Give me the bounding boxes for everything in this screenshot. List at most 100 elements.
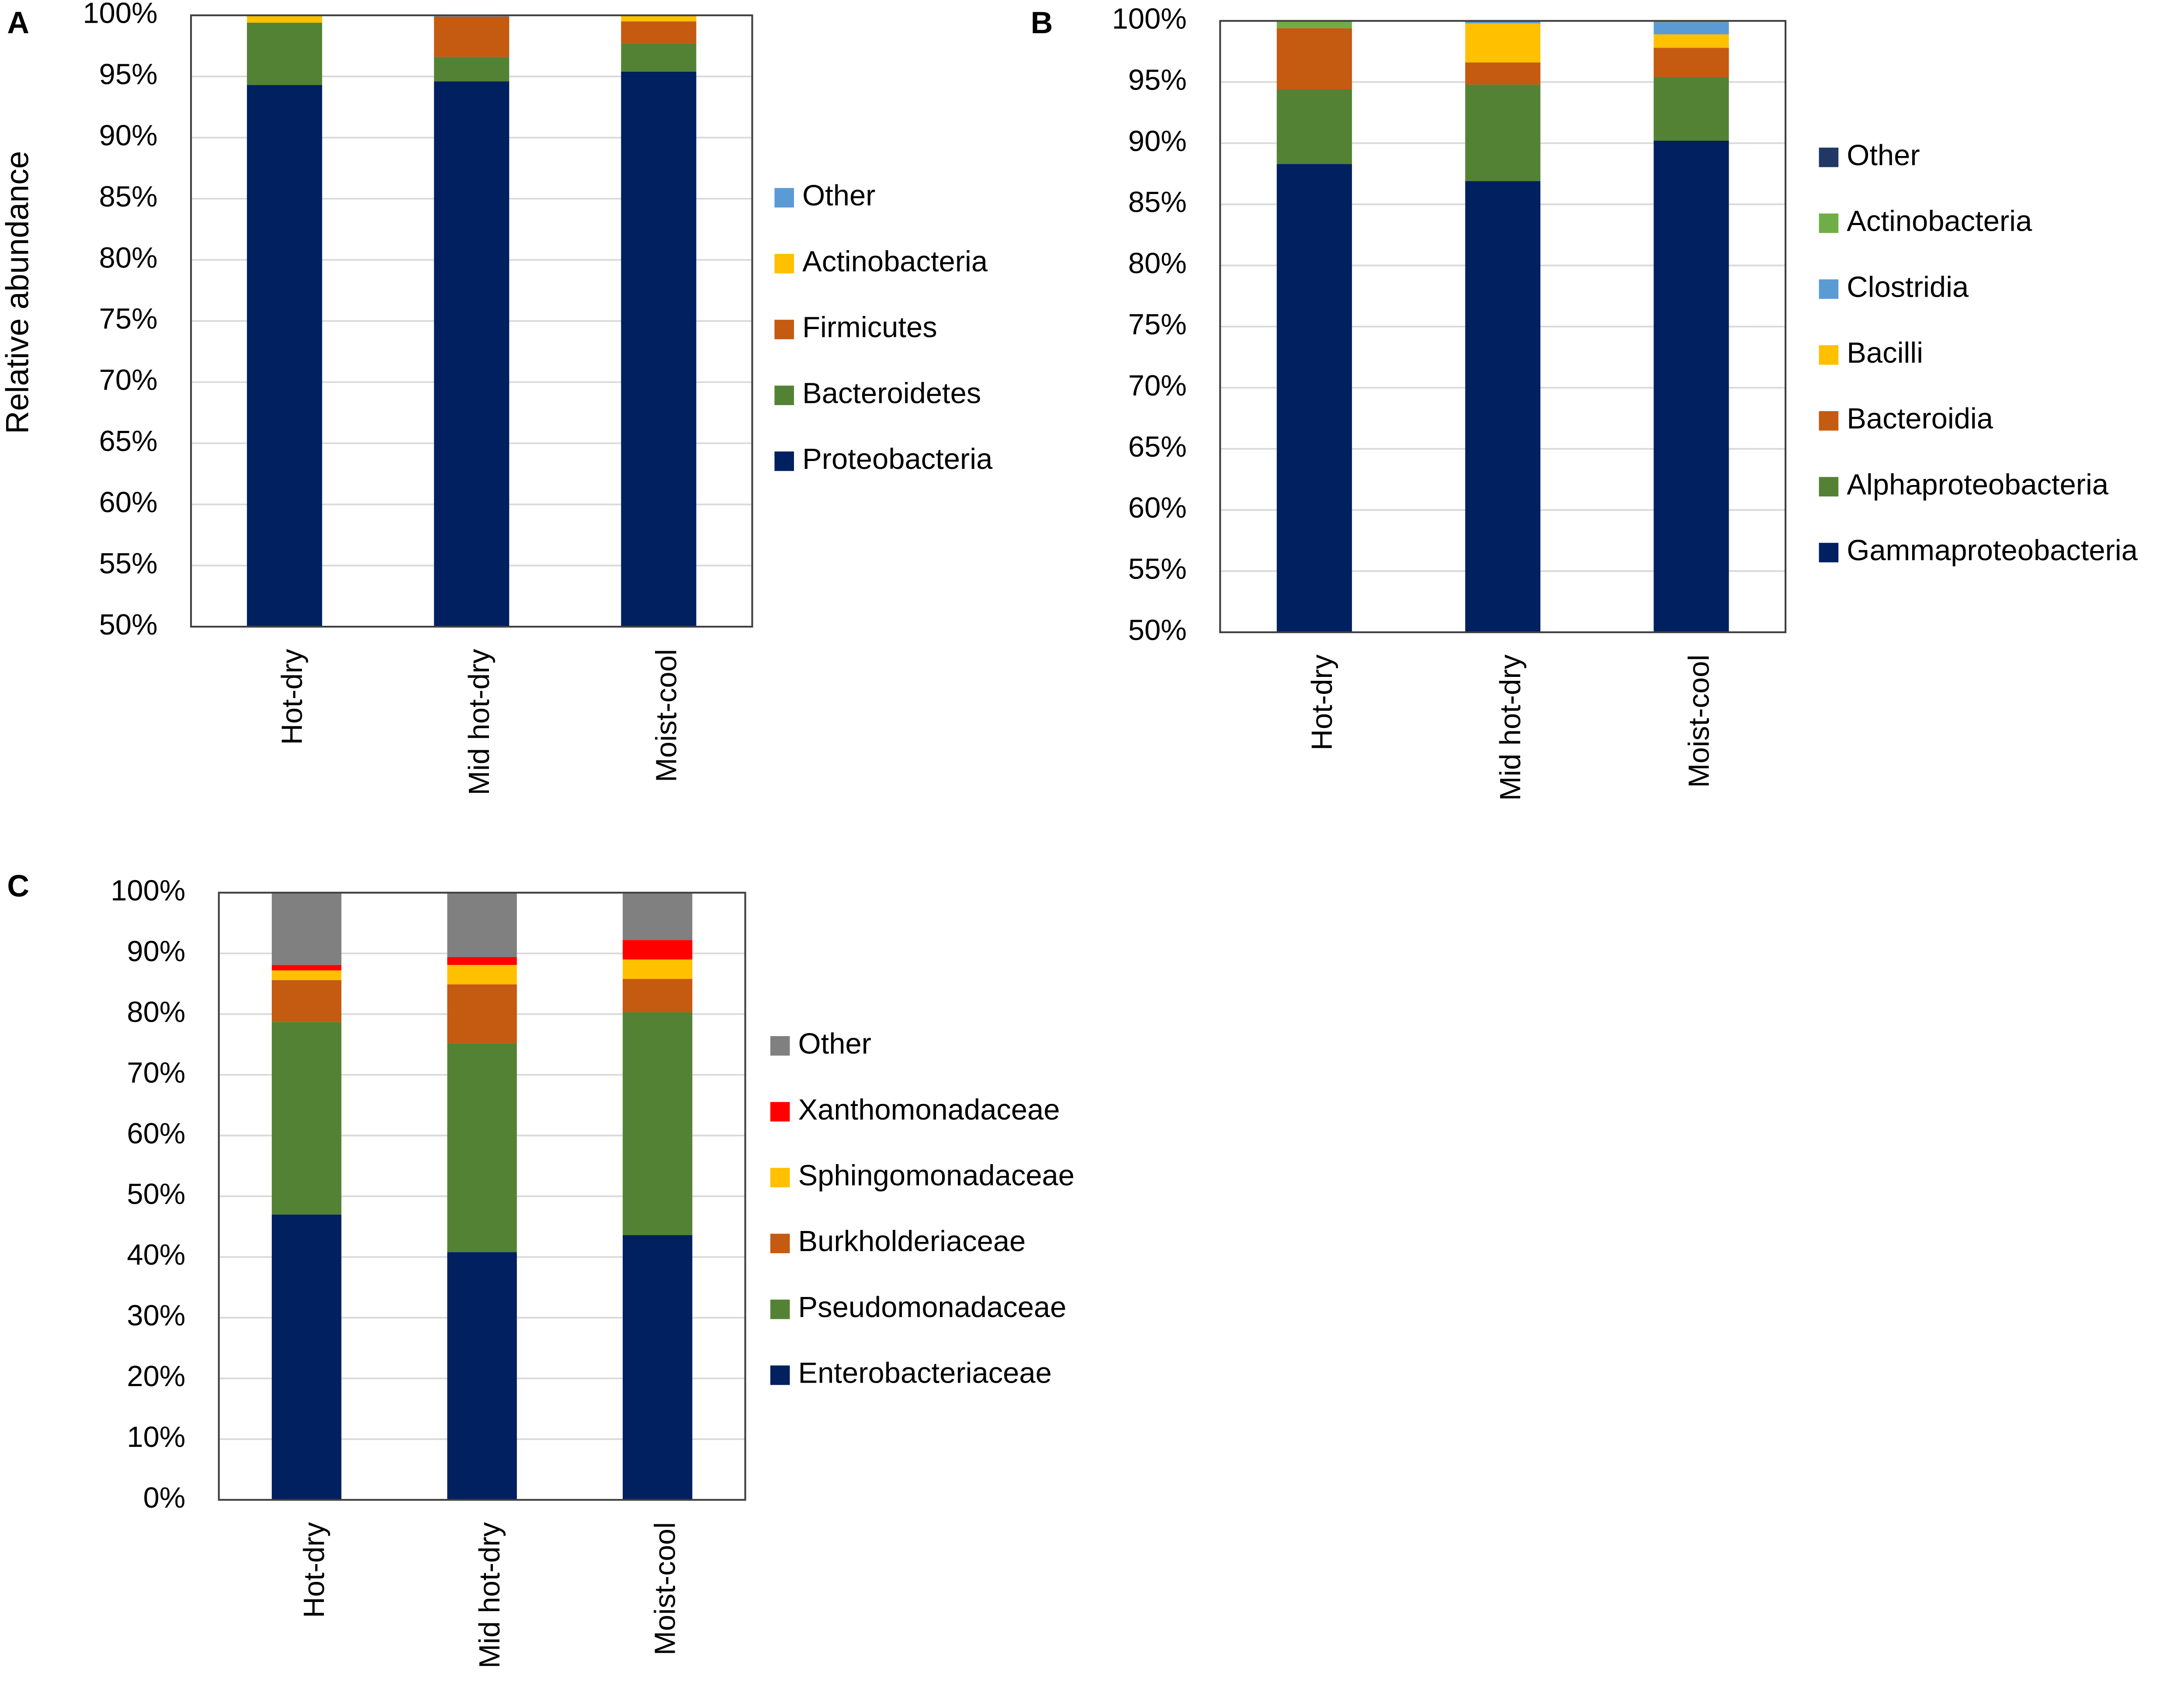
bar-segment: [434, 57, 510, 82]
bar-segment: [1276, 89, 1352, 164]
y-tick-label: 55%: [99, 547, 158, 580]
bar-segment: [621, 71, 697, 627]
y-tick-label: 100%: [111, 874, 185, 907]
bar-segment: [1276, 21, 1352, 28]
legend-label: Enterobacteriaceae: [798, 1357, 1052, 1390]
bar-segment: [621, 15, 697, 22]
y-tick-label: 60%: [127, 1117, 185, 1150]
y-tick-label: 85%: [1128, 186, 1187, 218]
legend-swatch: [1819, 279, 1839, 299]
legend-label: Bacteroidetes: [802, 377, 981, 409]
legend-swatch: [774, 451, 794, 471]
y-tick-label: 95%: [99, 58, 158, 91]
y-tick-label: 60%: [99, 486, 158, 519]
y-tick-label: 10%: [127, 1421, 185, 1453]
bar-segment: [1276, 164, 1352, 632]
bar-segment: [623, 1235, 693, 1500]
legend-swatch: [770, 1234, 790, 1253]
panel-label: C: [7, 869, 29, 903]
bar-segment: [271, 980, 342, 1022]
legend-label: Gammaproteobacteria: [1847, 534, 2138, 567]
bar-segment: [447, 892, 517, 957]
bar-segment: [271, 965, 342, 971]
bar-segment: [1654, 34, 1729, 48]
y-tick-label: 0%: [143, 1481, 186, 1514]
y-tick-label: 65%: [1128, 430, 1187, 463]
y-tick-label: 90%: [127, 935, 185, 967]
bar-segment: [623, 940, 693, 960]
plot-border: [218, 891, 746, 1501]
y-tick-label: 80%: [127, 995, 185, 1028]
bar-segment: [447, 957, 517, 965]
legend-label: Xanthomonadaceae: [798, 1093, 1060, 1126]
x-tick-label: Moist-cool: [649, 1522, 682, 1655]
y-tick-label: 75%: [1128, 308, 1187, 341]
panel-label: A: [7, 6, 29, 40]
legend-swatch: [770, 1365, 790, 1385]
y-tick-label: 55%: [1128, 553, 1187, 586]
y-tick-label: 30%: [127, 1299, 185, 1332]
y-tick-label: 75%: [99, 302, 158, 335]
legend-label: Pseudomonadaceae: [798, 1291, 1067, 1324]
bar-segment: [1465, 23, 1541, 62]
bar-segment: [1654, 22, 1729, 35]
x-tick-label: Hot-dry: [276, 649, 309, 745]
legend-label: Bacteroidia: [1847, 402, 1993, 435]
y-tick-label: 90%: [1128, 125, 1187, 157]
x-tick-label: Moist-cool: [1682, 655, 1715, 788]
y-tick-label: 85%: [99, 180, 158, 213]
bar-segment: [247, 22, 322, 85]
bar-segment: [271, 970, 342, 980]
bar-segment: [623, 979, 693, 1012]
legend-label: Other: [798, 1027, 871, 1060]
y-tick-label: 50%: [127, 1178, 185, 1210]
bar-segment: [623, 892, 693, 940]
bar-segment: [247, 85, 322, 627]
x-tick-label: Mid hot-dry: [463, 649, 496, 795]
bar-segment: [447, 1043, 517, 1252]
legend-swatch: [1819, 213, 1839, 233]
x-tick-label: Hot-dry: [298, 1522, 331, 1618]
bar-segment: [1654, 141, 1729, 632]
y-tick-label: 70%: [127, 1056, 185, 1089]
bar-segment: [434, 16, 510, 57]
legend-label: Proteobacteria: [802, 443, 993, 475]
y-tick-label: 80%: [99, 241, 158, 274]
plot-border: [1219, 20, 1787, 633]
bar-segment: [1465, 21, 1541, 24]
bar-segment: [447, 984, 517, 1044]
y-tick-label: 70%: [99, 364, 158, 396]
bar-segment: [447, 965, 517, 985]
legend-swatch: [770, 1168, 790, 1188]
x-tick-label: Mid hot-dry: [473, 1522, 506, 1668]
bar-segment: [1654, 48, 1729, 77]
x-tick-label: Moist-cool: [650, 649, 683, 782]
y-tick-label: 80%: [1128, 247, 1187, 280]
legend-swatch: [774, 188, 794, 208]
legend-swatch: [1819, 147, 1839, 167]
legend-label: Other: [802, 179, 875, 212]
panel-label: B: [1031, 6, 1053, 40]
legend-label: Alphaproteobacteria: [1847, 468, 2109, 501]
y-tick-label: 100%: [83, 0, 157, 30]
legend-swatch: [774, 253, 794, 274]
x-tick-label: Hot-dry: [1306, 654, 1338, 750]
legend-swatch: [1819, 345, 1839, 365]
y-tick-label: 40%: [127, 1238, 185, 1271]
legend-label: Other: [1847, 139, 1920, 172]
x-tick-label: Mid hot-dry: [1494, 654, 1527, 801]
bar-segment: [623, 959, 693, 979]
bar-segment: [447, 1252, 517, 1500]
y-tick-label: 100%: [1112, 2, 1187, 35]
legend-swatch: [1819, 411, 1839, 431]
y-axis-label: Relative abundance: [0, 151, 35, 434]
bar-segment: [1654, 77, 1729, 141]
legend-swatch: [770, 1102, 790, 1122]
legend-label: Sphingomonadaceae: [798, 1159, 1075, 1192]
y-tick-label: 20%: [127, 1360, 185, 1393]
legend-swatch: [1819, 543, 1839, 562]
legend-swatch: [770, 1300, 790, 1319]
legend-swatch: [770, 1036, 790, 1056]
bar-segment: [623, 1012, 693, 1235]
bar-segment: [434, 81, 510, 627]
